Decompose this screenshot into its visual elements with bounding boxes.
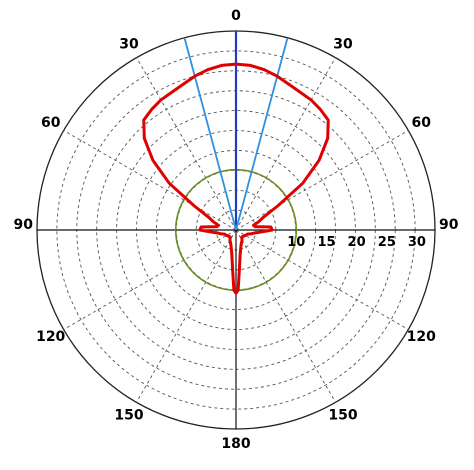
grid-spoke (136, 229, 237, 403)
angle-tick-label: 60 (412, 115, 432, 131)
radial-tick-label: 10 (287, 235, 305, 250)
angle-tick-label: 0 (231, 8, 241, 24)
radiation-pattern-series (142, 62, 330, 295)
angle-tick-label: 90 (439, 217, 459, 233)
angle-tick-label: 120 (36, 329, 65, 345)
series-layer (142, 31, 330, 295)
angle-tick-label: 90 (14, 217, 34, 233)
label-layer: 0 30 30 60 60 90 90 120 120 150 150 180 10 15 20 25 30 (14, 8, 459, 452)
radial-tick-label: 20 (348, 235, 366, 250)
radial-tick-label: 15 (317, 235, 335, 250)
angle-tick-label: 150 (114, 407, 143, 423)
angle-tick-label: 30 (119, 37, 139, 53)
angle-tick-label: 60 (41, 115, 61, 131)
radial-tick-label: 25 (378, 235, 396, 250)
angle-tick-label: 120 (407, 329, 436, 345)
beamwidth-line (183, 38, 237, 231)
angle-tick-label: 150 (328, 407, 357, 423)
angle-tick-label: 180 (221, 436, 250, 452)
angle-tick-label: 30 (333, 37, 353, 53)
beamwidth-line (235, 38, 289, 231)
radial-tick-label: 30 (408, 235, 426, 250)
grid-spoke (63, 130, 237, 231)
